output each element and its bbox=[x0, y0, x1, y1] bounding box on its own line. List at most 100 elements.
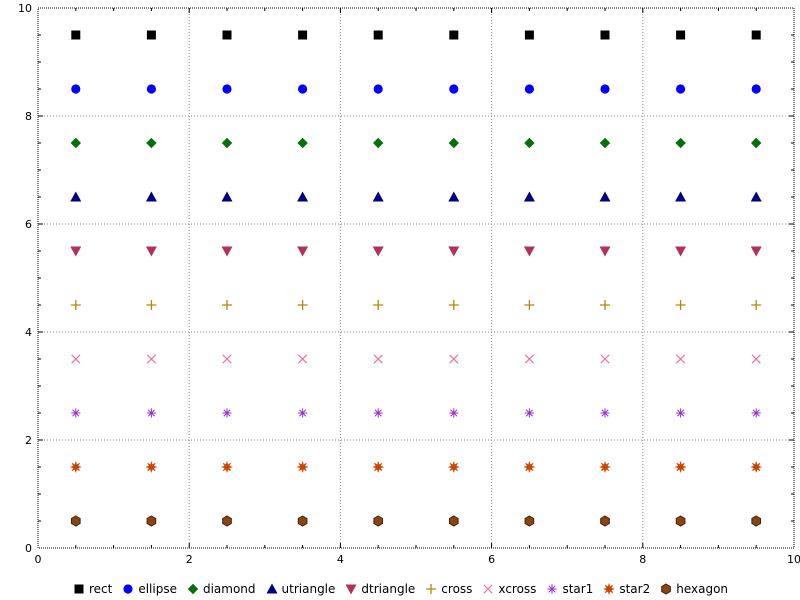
marker-star2 bbox=[523, 461, 535, 473]
marker-dtriangle bbox=[297, 246, 309, 257]
y-axis-tick-label: 8 bbox=[25, 110, 32, 123]
marker-hexagon bbox=[600, 515, 610, 527]
legend-marker-star2-icon bbox=[603, 583, 615, 595]
marker-rect bbox=[373, 30, 383, 40]
marker-utriangle bbox=[145, 191, 157, 202]
marker-hexagon bbox=[373, 515, 384, 527]
series-ellipse bbox=[71, 84, 761, 94]
marker-diamond bbox=[524, 137, 535, 149]
marker-xcross bbox=[298, 354, 308, 364]
marker-star2 bbox=[221, 461, 233, 473]
legend-marker-xcross-icon bbox=[483, 584, 494, 594]
legend-item-dtriangle: dtriangle bbox=[344, 582, 415, 596]
marker-diamond bbox=[675, 137, 686, 149]
marker-star1 bbox=[524, 408, 534, 418]
marker-star1 bbox=[71, 408, 81, 418]
marker-cross bbox=[70, 300, 81, 310]
y-axis-tick-label: 2 bbox=[25, 434, 32, 447]
marker-ellipse bbox=[449, 84, 459, 94]
marker-hexagon bbox=[448, 515, 459, 527]
marker-cross bbox=[524, 300, 535, 310]
marker-diamond bbox=[751, 137, 762, 149]
legend-label: cross bbox=[441, 582, 473, 596]
marker-xcross bbox=[524, 354, 534, 364]
legend-marker-utriangle-icon bbox=[266, 583, 278, 594]
legend-marker-ellipse-icon bbox=[123, 584, 133, 594]
marker-star2 bbox=[297, 461, 309, 473]
series-dtriangle bbox=[70, 246, 762, 257]
marker-star1 bbox=[146, 408, 156, 418]
data-points bbox=[70, 30, 762, 527]
marker-xcross bbox=[751, 354, 761, 364]
legend-label: rect bbox=[88, 582, 113, 596]
marker-ellipse bbox=[524, 84, 535, 94]
marker-dtriangle bbox=[599, 246, 611, 257]
marker-star2 bbox=[70, 461, 82, 473]
marker-dtriangle bbox=[750, 246, 762, 257]
y-axis-tick-label: 0 bbox=[25, 542, 32, 555]
marker-xcross bbox=[600, 354, 610, 364]
marker-star2 bbox=[372, 461, 384, 473]
marker-star2 bbox=[599, 461, 611, 473]
legend-marker-cross-icon bbox=[426, 584, 437, 594]
marker-hexagon bbox=[297, 515, 308, 527]
marker-ellipse bbox=[71, 84, 81, 94]
series-diamond bbox=[70, 137, 762, 149]
legend-marker-rect-icon bbox=[74, 584, 84, 594]
legend-item-star2: star2 bbox=[602, 582, 650, 596]
marker-rect bbox=[449, 30, 459, 40]
marker-hexagon bbox=[222, 515, 232, 527]
y-axis-tick-label: 10 bbox=[18, 2, 32, 15]
marker-dtriangle bbox=[372, 246, 384, 257]
marker-cross bbox=[146, 300, 157, 310]
marker-diamond bbox=[70, 137, 81, 149]
legend: rect ellipse diamond utriangle dtriangle cros… bbox=[0, 576, 800, 600]
marker-diamond bbox=[599, 137, 611, 149]
marker-star2 bbox=[675, 461, 687, 473]
marker-ellipse bbox=[298, 84, 308, 94]
marker-rect bbox=[71, 30, 81, 40]
marker-ellipse bbox=[373, 84, 383, 94]
marker-rect bbox=[222, 30, 232, 40]
marker-utriangle bbox=[523, 191, 535, 202]
marker-ellipse bbox=[600, 84, 610, 94]
series-star2 bbox=[70, 461, 762, 473]
marker-diamond bbox=[221, 137, 233, 149]
marker-hexagon bbox=[675, 515, 686, 527]
marker-dtriangle bbox=[345, 584, 357, 595]
marker-xcross bbox=[146, 354, 156, 364]
marker-utriangle bbox=[297, 191, 309, 202]
axis-labels: 0 2 4 6 8 10 0 2 4 6 8 10 bbox=[18, 2, 800, 566]
marker-star1 bbox=[547, 584, 558, 594]
marker-cross bbox=[600, 300, 610, 310]
marker-xcross bbox=[222, 354, 232, 364]
x-axis-tick-label: 0 bbox=[35, 553, 42, 566]
legend-item-diamond: diamond bbox=[186, 582, 256, 596]
marker-rect bbox=[751, 30, 761, 40]
marker-utriangle bbox=[70, 191, 82, 202]
marker-ellipse bbox=[676, 84, 686, 94]
legend-label: star1 bbox=[562, 582, 594, 596]
marker-rect bbox=[298, 30, 308, 40]
marker-star2 bbox=[750, 461, 762, 473]
marker-star2 bbox=[448, 461, 460, 473]
marker-xcross bbox=[676, 354, 686, 364]
marker-star1 bbox=[676, 408, 686, 418]
marker-utriangle bbox=[448, 191, 460, 202]
marker-dtriangle bbox=[221, 246, 233, 257]
marker-utriangle bbox=[750, 191, 762, 202]
marker-xcross bbox=[71, 354, 81, 364]
marker-rect bbox=[676, 30, 686, 40]
marker-utriangle bbox=[675, 191, 687, 202]
marker-cross bbox=[426, 584, 437, 594]
series-hexagon bbox=[70, 515, 762, 527]
marker-star1 bbox=[449, 408, 459, 418]
legend-item-cross: cross bbox=[424, 582, 472, 596]
marker-rect bbox=[146, 30, 156, 40]
legend-label: hexagon bbox=[676, 582, 729, 596]
series-star1 bbox=[71, 408, 761, 418]
legend-label: ellipse bbox=[138, 582, 177, 596]
marker-star2 bbox=[145, 461, 157, 473]
marker-rect bbox=[74, 584, 84, 594]
marker-xcross bbox=[449, 354, 459, 364]
